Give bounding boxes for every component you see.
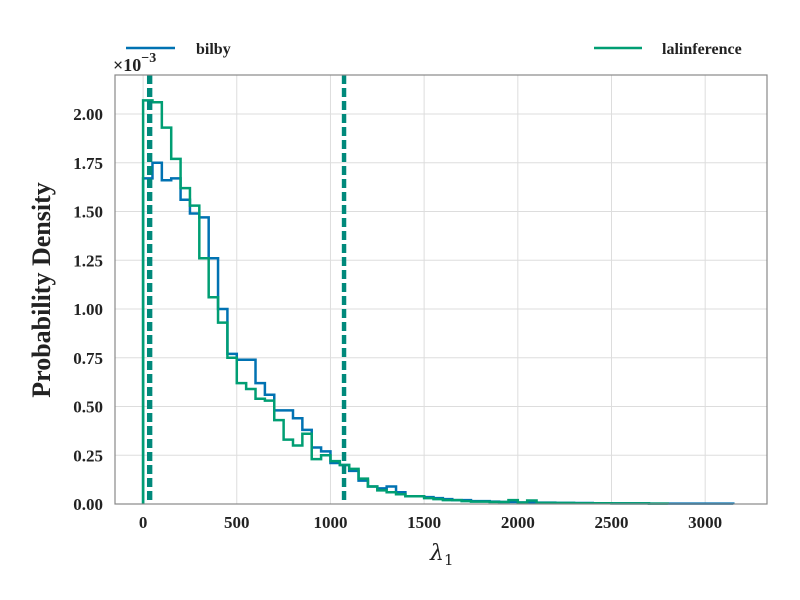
y-multiplier-exponent: −3: [141, 51, 156, 66]
grid-lines: [115, 75, 767, 505]
series-lalinference: [141, 99, 669, 505]
y-tick-label: 0.00: [73, 495, 103, 514]
y-tick-label: 0.25: [73, 446, 103, 465]
y-multiplier-base: ×10: [113, 55, 141, 75]
y-tick-label: 0.75: [73, 349, 103, 368]
y-tick-label: 1.00: [73, 300, 103, 319]
series-bilby: [141, 161, 735, 505]
x-tick-label: 3000: [688, 513, 722, 532]
y-multiplier: ×10−3: [113, 51, 156, 75]
y-tick-label: 1.50: [73, 203, 103, 222]
legend-label-lalinference: lalinference: [662, 41, 742, 58]
x-tick-label: 1000: [313, 513, 347, 532]
plot-area-frame: [114, 74, 768, 505]
legend-entry-lalinference: lalinference: [594, 41, 742, 58]
y-tick-label: 2.00: [73, 105, 103, 124]
x-tick-labels: 0 500 1000 1500 2000 2500 3000: [139, 513, 722, 532]
y-tick-label: 1.25: [73, 251, 103, 270]
legend-label-bilby: bilby: [196, 41, 231, 58]
y-tick-labels: 0.00 0.25 0.50 0.75 1.00 1.25 1.50 1.75 2.00: [73, 105, 103, 514]
y-axis-title: Probability Density: [27, 182, 56, 397]
credible-interval-lines: [146, 75, 347, 504]
y-tick-label: 0.50: [73, 398, 103, 417]
y-tick-label: 1.75: [73, 154, 103, 173]
x-axis-title: λ1: [429, 541, 454, 569]
x-tick-label: 1500: [407, 513, 441, 532]
x-tick-label: 2000: [501, 513, 535, 532]
legend-entry-bilby: bilby: [126, 41, 231, 58]
x-tick-label: 0: [139, 513, 148, 532]
series-layer: [141, 99, 735, 505]
x-tick-label: 2500: [594, 513, 628, 532]
x-tick-label: 500: [224, 513, 250, 532]
